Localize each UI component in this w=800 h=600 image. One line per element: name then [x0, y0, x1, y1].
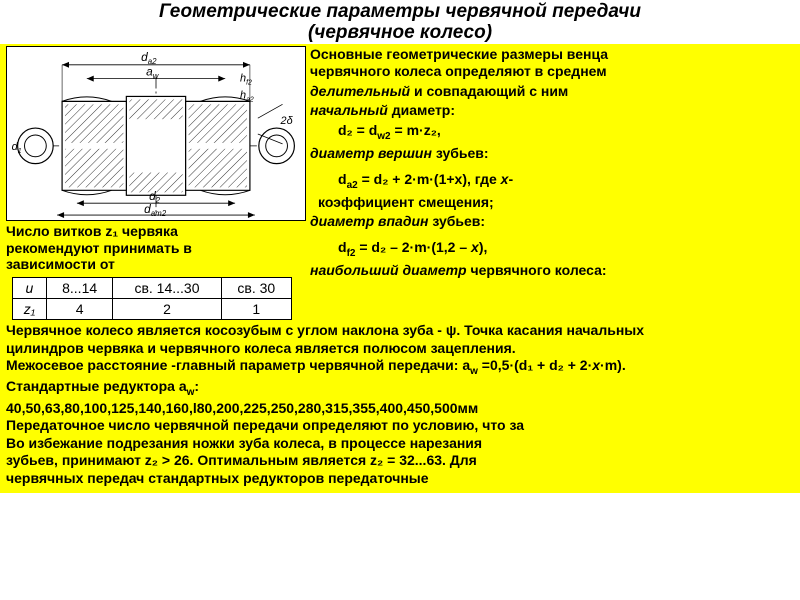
right-column: Основные геометрические размеры венцачер…	[310, 46, 794, 322]
bottom-text: Червячное колесо является косозубым с уг…	[6, 322, 794, 487]
svg-text:2δ: 2δ	[280, 115, 294, 127]
title-line2: (червячное колесо)	[308, 22, 492, 43]
r-p5: коэффициент смещения;	[310, 194, 794, 212]
svg-text:aw: aw	[146, 64, 160, 80]
left-below: Число витков z₁ червяка рекомендуют прин…	[6, 223, 306, 320]
upper-row: da2 aw hf2 ha2	[6, 46, 794, 322]
main-panel: da2 aw hf2 ha2	[0, 44, 800, 493]
left-note: Число витков z₁ червяка рекомендуют прин…	[6, 223, 306, 273]
formula-df2: df2 = d₂ – 2·m·(1,2 – x),	[310, 239, 794, 260]
table-row: z₁ 4 2 1	[13, 299, 292, 320]
r-p2: делительный и совпадающий с ним	[310, 83, 794, 101]
formula-da2: da2 = d₂ + 2·m·(1+x), где x-	[310, 171, 794, 192]
gear-diagram: da2 aw hf2 ha2	[6, 46, 306, 221]
u-z-table: u 8...14 св. 14...30 св. 30 z₁ 4 2 1	[12, 277, 292, 320]
r-p4: диаметр вершин зубьев:	[310, 145, 794, 163]
title-line1: Геометрические параметры червячной перед…	[159, 1, 641, 22]
r-p3: начальный диаметр:	[310, 102, 794, 120]
r-p7: наибольший диаметр червячного колеса:	[310, 262, 794, 280]
r-p1: Основные геометрические размеры венцачер…	[310, 46, 794, 81]
page-title: Геометрические параметры червячной перед…	[0, 0, 800, 44]
left-column: da2 aw hf2 ha2	[6, 46, 306, 322]
r-p6: диаметр впадин зубьев:	[310, 213, 794, 231]
formula-d2: d₂ = dw2 = m·z₂,	[310, 122, 794, 143]
svg-text:da2: da2	[141, 50, 157, 66]
table-row: u 8...14 св. 14...30 св. 30	[13, 278, 292, 299]
